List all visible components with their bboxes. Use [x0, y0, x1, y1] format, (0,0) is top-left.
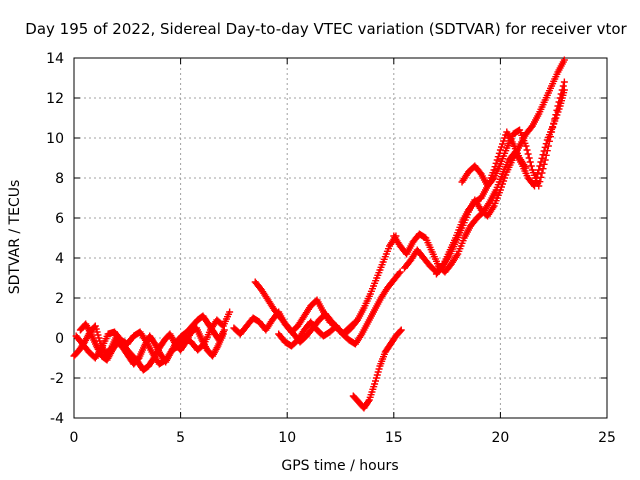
y-tick-label: 4: [55, 251, 64, 267]
data-point-marker: [560, 78, 568, 86]
data-point-marker: [536, 178, 544, 186]
data-point-marker: [396, 327, 404, 335]
data-point-marker: [495, 149, 503, 157]
y-tick-label: 2: [55, 291, 64, 307]
y-tick-label: -2: [50, 371, 64, 387]
series-track-c: [72, 308, 234, 368]
data-point-marker: [396, 268, 404, 276]
data-point-marker: [557, 90, 565, 98]
data-point-marker: [226, 308, 234, 316]
data-point-marker: [493, 156, 501, 164]
data-point-marker: [544, 142, 552, 150]
x-tick-label: 15: [385, 430, 403, 446]
data-point-marker: [545, 137, 553, 145]
data-point-marker: [560, 56, 568, 64]
y-tick-label: 10: [46, 131, 64, 147]
data-point-marker: [438, 263, 446, 271]
data-point-marker: [559, 82, 567, 90]
data-point-marker: [542, 151, 550, 159]
data-point-marker: [522, 164, 530, 172]
data-point-marker: [491, 163, 499, 171]
series-track-j: [458, 78, 568, 190]
data-point-marker: [522, 142, 530, 150]
data-point-marker: [551, 115, 559, 123]
data-point-marker: [492, 159, 500, 167]
data-point-marker: [558, 86, 566, 94]
y-tick-label: 12: [46, 91, 64, 107]
y-tick-label: 14: [46, 51, 64, 67]
x-axis-label: GPS time / hours: [281, 458, 398, 474]
data-point-marker: [543, 147, 551, 155]
data-point-marker: [548, 128, 556, 136]
data-point-marker: [540, 160, 548, 168]
data-point-marker: [524, 150, 532, 158]
data-point-marker: [220, 326, 228, 334]
y-tick-label: -4: [50, 411, 64, 427]
x-tick-label: 25: [598, 430, 616, 446]
x-tick-label: 5: [176, 430, 185, 446]
data-point-marker: [539, 165, 547, 173]
data-point-marker: [523, 146, 531, 154]
plot-frame: [73, 57, 608, 419]
data-point-marker: [555, 98, 563, 106]
data-point-marker: [534, 170, 542, 178]
axis-ticks: 0 5 10 15 20 25 -4 -2 0 2 4 6 8 10 12 14: [46, 51, 616, 446]
x-tick-label: 20: [491, 430, 509, 446]
data-point-marker: [526, 158, 534, 166]
data-point-marker: [541, 156, 549, 164]
series-track-k: [432, 128, 530, 278]
x-tick-label: 10: [278, 430, 296, 446]
data-point-marker: [395, 269, 403, 277]
y-axis-label: SDTVAR / TECUs: [7, 180, 23, 295]
data-point-marker: [537, 173, 545, 181]
data-point-marker: [547, 133, 555, 141]
data-point-marker: [494, 153, 502, 161]
x-tick-label: 0: [70, 430, 79, 446]
data-point-marker: [490, 166, 498, 174]
data-point-marker: [550, 119, 558, 127]
data-point-marker: [527, 162, 535, 170]
grid: [74, 58, 607, 418]
series-track-f: [275, 268, 404, 350]
data-series: [70, 56, 568, 412]
series-track-b: [76, 312, 228, 368]
data-point-marker: [549, 124, 557, 132]
data-point-marker: [553, 106, 561, 114]
data-point-marker: [538, 169, 546, 177]
data-point-marker: [525, 154, 533, 162]
data-point-marker: [397, 326, 405, 334]
y-tick-label: 0: [55, 331, 64, 347]
data-point-marker: [535, 182, 543, 190]
data-point-marker: [554, 102, 562, 110]
series-track-e: [251, 232, 400, 346]
data-point-marker: [556, 94, 564, 102]
data-point-marker: [364, 397, 372, 405]
y-tick-label: 8: [55, 171, 64, 187]
y-tick-label: 6: [55, 211, 64, 227]
series-track-g: [349, 326, 405, 412]
chart-title: Day 195 of 2022, Sidereal Day-to-day VTE…: [25, 20, 627, 38]
data-point-marker: [552, 111, 560, 119]
